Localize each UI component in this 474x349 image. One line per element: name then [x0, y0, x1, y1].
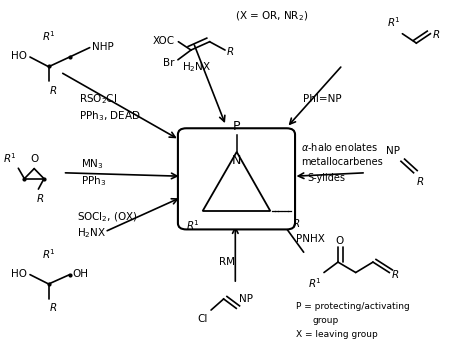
- Text: RM: RM: [219, 257, 235, 267]
- Text: XOC: XOC: [153, 36, 174, 46]
- Text: P: P: [233, 120, 240, 133]
- Text: Cl: Cl: [198, 314, 208, 324]
- Text: X = leaving group: X = leaving group: [296, 330, 378, 339]
- Text: NP: NP: [238, 294, 253, 304]
- Text: R$^1$: R$^1$: [42, 247, 55, 261]
- Text: P = protecting/activating: P = protecting/activating: [296, 302, 410, 311]
- Text: HO: HO: [11, 269, 27, 279]
- Text: OH: OH: [72, 269, 88, 279]
- Text: Br: Br: [163, 58, 174, 68]
- Text: PhI=NP: PhI=NP: [303, 94, 342, 104]
- Text: PPh$_3$: PPh$_3$: [82, 174, 107, 188]
- Text: MN$_3$: MN$_3$: [82, 157, 104, 171]
- Text: HO: HO: [11, 51, 27, 61]
- Text: R$^1$: R$^1$: [309, 276, 322, 290]
- Text: R: R: [293, 218, 300, 229]
- Text: H$_2$NX: H$_2$NX: [182, 60, 210, 74]
- Text: R: R: [50, 303, 57, 313]
- Text: R: R: [432, 30, 439, 40]
- Text: R$^1$: R$^1$: [387, 15, 400, 29]
- Text: PPh$_3$, DEAD: PPh$_3$, DEAD: [79, 109, 141, 123]
- Text: O: O: [336, 236, 344, 246]
- Text: R$^1$: R$^1$: [3, 151, 16, 165]
- Text: R$^1$: R$^1$: [42, 29, 55, 43]
- Text: R: R: [416, 177, 424, 187]
- Text: R$^1$: R$^1$: [186, 218, 199, 232]
- Text: group: group: [312, 316, 338, 325]
- Text: O: O: [30, 154, 38, 164]
- Text: PNHX: PNHX: [296, 234, 325, 244]
- Text: (X = OR, NR$_2$): (X = OR, NR$_2$): [235, 9, 309, 23]
- Text: R: R: [392, 270, 399, 280]
- Text: R: R: [227, 47, 234, 57]
- Text: NHP: NHP: [91, 42, 113, 52]
- Text: $\alpha$-halo enolates: $\alpha$-halo enolates: [301, 141, 378, 153]
- Text: NP: NP: [385, 147, 400, 156]
- Text: H$_2$NX: H$_2$NX: [77, 227, 106, 240]
- FancyBboxPatch shape: [178, 128, 295, 229]
- Text: RSO$_2$Cl: RSO$_2$Cl: [79, 92, 117, 106]
- Text: S-ylides: S-ylides: [308, 173, 346, 183]
- Text: R: R: [50, 86, 57, 96]
- Text: R: R: [37, 194, 44, 203]
- Text: N: N: [232, 154, 241, 166]
- Text: metallocarbenes: metallocarbenes: [301, 157, 383, 167]
- Text: SOCl$_2$, (OX): SOCl$_2$, (OX): [77, 210, 137, 224]
